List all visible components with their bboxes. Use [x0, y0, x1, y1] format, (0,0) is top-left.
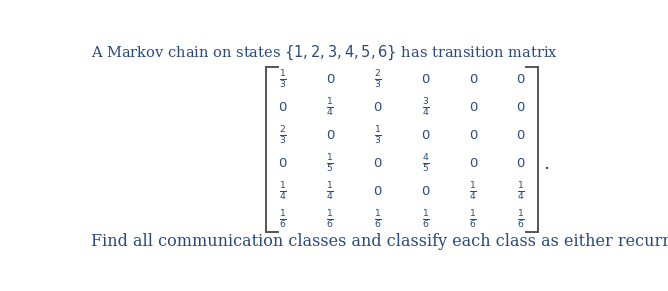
- Text: $\frac{1}{3}$: $\frac{1}{3}$: [279, 69, 287, 91]
- Text: $0$: $0$: [468, 157, 478, 170]
- Text: $\frac{1}{6}$: $\frac{1}{6}$: [279, 209, 287, 231]
- Text: $\frac{1}{6}$: $\frac{1}{6}$: [517, 209, 525, 231]
- Text: $\frac{1}{6}$: $\frac{1}{6}$: [327, 209, 335, 231]
- Text: $0$: $0$: [468, 129, 478, 142]
- Text: $0$: $0$: [516, 129, 526, 142]
- Text: $\frac{1}{6}$: $\frac{1}{6}$: [470, 209, 477, 231]
- Text: $0$: $0$: [516, 73, 526, 86]
- Text: $\frac{2}{3}$: $\frac{2}{3}$: [374, 69, 382, 91]
- Text: $\frac{3}{4}$: $\frac{3}{4}$: [422, 97, 430, 119]
- Text: $0$: $0$: [326, 129, 335, 142]
- Text: $0$: $0$: [373, 101, 383, 114]
- Text: $\frac{1}{4}$: $\frac{1}{4}$: [327, 97, 335, 119]
- Text: $\frac{1}{4}$: $\frac{1}{4}$: [327, 181, 335, 203]
- Text: $\frac{4}{5}$: $\frac{4}{5}$: [422, 153, 430, 175]
- Text: $0$: $0$: [421, 129, 430, 142]
- Text: $\frac{1}{4}$: $\frac{1}{4}$: [279, 181, 287, 203]
- Text: $0$: $0$: [278, 101, 287, 114]
- Text: $\frac{2}{3}$: $\frac{2}{3}$: [279, 125, 287, 147]
- Text: A Markov chain on states $\{1,2,3,4,5,6\}$ has transition matrix: A Markov chain on states $\{1,2,3,4,5,6\…: [92, 44, 558, 62]
- Text: .: .: [544, 155, 550, 173]
- Text: $\frac{1}{4}$: $\frac{1}{4}$: [517, 181, 525, 203]
- Text: $\frac{1}{3}$: $\frac{1}{3}$: [374, 125, 382, 147]
- Text: $0$: $0$: [421, 73, 430, 86]
- Text: $0$: $0$: [516, 101, 526, 114]
- Text: $0$: $0$: [421, 185, 430, 198]
- Text: $0$: $0$: [516, 157, 526, 170]
- Text: $\frac{1}{5}$: $\frac{1}{5}$: [327, 153, 335, 175]
- Text: $0$: $0$: [278, 157, 287, 170]
- Text: $\frac{1}{6}$: $\frac{1}{6}$: [422, 209, 430, 231]
- Text: $0$: $0$: [326, 73, 335, 86]
- Text: Find all communication classes and classify each class as either recurrent or tr: Find all communication classes and class…: [92, 233, 668, 250]
- Text: $\frac{1}{6}$: $\frac{1}{6}$: [374, 209, 382, 231]
- Text: $0$: $0$: [373, 157, 383, 170]
- Text: $\frac{1}{4}$: $\frac{1}{4}$: [470, 181, 477, 203]
- Text: $0$: $0$: [468, 101, 478, 114]
- Text: $0$: $0$: [373, 185, 383, 198]
- Text: $0$: $0$: [468, 73, 478, 86]
